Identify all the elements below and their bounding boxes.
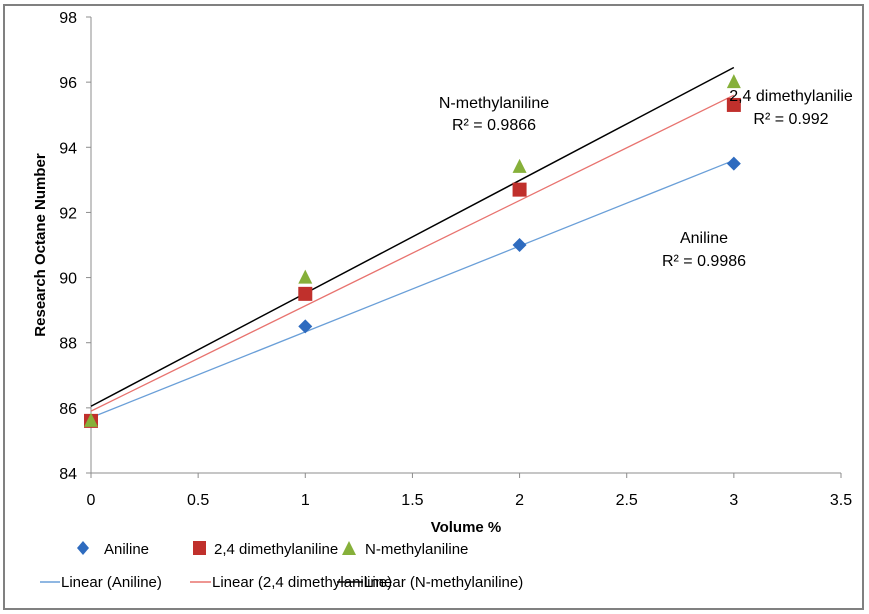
legend-label: 2,4 dimethylaniline bbox=[214, 541, 338, 558]
legend: Aniline 2,4 dimethylaniline N-methylanil… bbox=[40, 541, 523, 591]
legend-item-linear-aniline[interactable]: Linear (Aniline) bbox=[40, 574, 162, 591]
legend-label: Linear (2,4 dimethylaniline) bbox=[212, 574, 392, 591]
data-point-n-methylaniline bbox=[298, 269, 313, 284]
data-point-n-methylaniline bbox=[84, 412, 98, 427]
axes bbox=[90, 17, 841, 474]
legend-item-aniline[interactable]: Aniline bbox=[77, 541, 149, 558]
y-tick-label: 94 bbox=[59, 140, 77, 157]
diamond-icon bbox=[77, 541, 89, 555]
x-tick-label: 0.5 bbox=[187, 492, 209, 509]
y-tick-label: 86 bbox=[59, 401, 77, 418]
data-point-aniline bbox=[512, 238, 527, 252]
square-icon bbox=[193, 541, 206, 555]
y-tick-label: 84 bbox=[59, 466, 77, 483]
trendline-2-4-dimethylaniline bbox=[90, 94, 735, 412]
annotation-name: N-methylaniline bbox=[439, 95, 549, 112]
annotation-n-methylaniline: N-methylaniline R² = 0.9866 bbox=[439, 95, 549, 134]
y-tick-label: 88 bbox=[59, 336, 77, 353]
trendline-aniline bbox=[90, 159, 735, 419]
x-tick-label: 0 bbox=[87, 492, 96, 509]
legend-label: Linear (Aniline) bbox=[61, 574, 162, 591]
annotation-name: Aniline bbox=[680, 230, 728, 247]
triangle-icon bbox=[342, 541, 356, 555]
annotation-r2: R² = 0.9866 bbox=[452, 117, 536, 134]
data-point-24-dimethylaniline bbox=[726, 97, 741, 112]
x-tick-label: 3 bbox=[729, 492, 738, 509]
annotation-r2: R² = 0.9986 bbox=[662, 253, 746, 270]
y-tick-label: 96 bbox=[59, 75, 77, 92]
annotation-aniline: Aniline R² = 0.9986 bbox=[662, 230, 746, 270]
data-point-24-dimethylaniline bbox=[512, 182, 527, 197]
data-point-n-methylaniline bbox=[726, 74, 741, 89]
data-point-24-dimethylaniline bbox=[298, 286, 313, 301]
annotation-name: 2,4 dimethylanilie bbox=[729, 88, 853, 105]
x-ticks: 0 0.5 1 1.5 2 2.5 3 3.5 bbox=[87, 473, 852, 509]
trendline-n-methylaniline bbox=[90, 66, 735, 407]
legend-label: Linear (N-methylaniline) bbox=[364, 574, 523, 591]
markers bbox=[84, 74, 741, 428]
trendlines bbox=[90, 66, 735, 419]
y-axis-title: Research Octane Number bbox=[32, 153, 49, 337]
legend-item-24-dimethylaniline[interactable]: 2,4 dimethylaniline bbox=[193, 541, 338, 558]
legend-item-linear-24-dimethylaniline[interactable]: Linear (2,4 dimethylaniline) bbox=[190, 574, 392, 591]
x-axis-title: Volume % bbox=[431, 519, 502, 536]
x-tick-label: 3.5 bbox=[830, 492, 852, 509]
legend-item-n-methylaniline[interactable]: N-methylaniline bbox=[342, 541, 468, 558]
x-tick-label: 1.5 bbox=[401, 492, 423, 509]
annotation-24-dimethylaniline: 2,4 dimethylanilie R² = 0.992 bbox=[729, 88, 853, 128]
legend-label: N-methylaniline bbox=[365, 541, 468, 558]
data-point-n-methylaniline bbox=[512, 158, 527, 173]
legend-label: Aniline bbox=[104, 541, 149, 558]
x-tick-label: 2 bbox=[515, 492, 524, 509]
x-tick-label: 2.5 bbox=[616, 492, 638, 509]
y-tick-label: 90 bbox=[59, 271, 77, 288]
annotation-r2: R² = 0.992 bbox=[753, 111, 828, 128]
data-point-aniline bbox=[298, 319, 313, 334]
chart-frame bbox=[3, 4, 864, 610]
y-tick-label: 98 bbox=[59, 10, 77, 27]
y-tick-label: 92 bbox=[59, 205, 77, 222]
data-point-aniline bbox=[726, 156, 741, 171]
y-ticks: 84 86 88 90 92 94 96 98 bbox=[59, 10, 91, 483]
legend-item-linear-n-methylaniline[interactable]: Linear (N-methylaniline) bbox=[337, 574, 523, 591]
x-tick-label: 1 bbox=[301, 492, 310, 509]
